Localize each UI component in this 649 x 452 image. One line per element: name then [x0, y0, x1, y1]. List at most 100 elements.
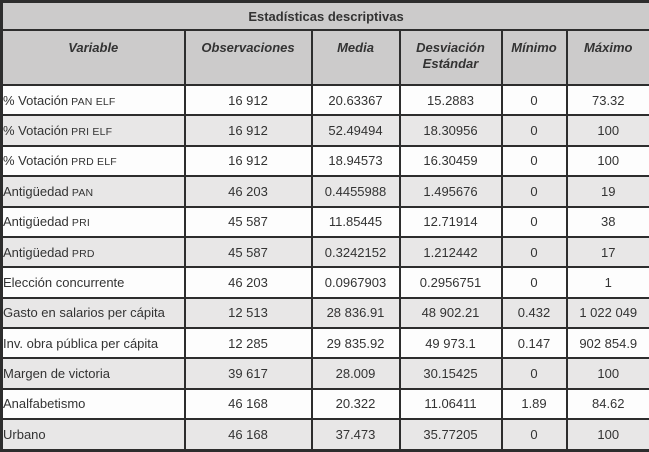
table-row: Gasto en salarios per cápita 12 513 28 8… [0, 296, 649, 330]
observaciones-cell: 46 203 [183, 175, 313, 208]
media-cell: 0.3242152 [310, 235, 401, 269]
table-row: Urbano 46 168 37.473 35.77205 0 100 [0, 418, 649, 452]
variable-label: Inv. obra pública per cápita [3, 335, 159, 351]
table-row: % Votación PRI ELF 16 912 52.49494 18.30… [0, 114, 649, 147]
variable-cell: % Votación PRI ELF [0, 114, 186, 147]
desviacion-cell: 15.2883 [398, 83, 503, 117]
variable-cell: Antigüedad PRD [0, 235, 186, 269]
observaciones-cell: 16 912 [183, 114, 313, 147]
minimo-cell: 0.432 [500, 296, 568, 330]
variable-cell: % Votación PAN ELF [0, 83, 186, 117]
variable-label: Margen de victoria [3, 366, 110, 382]
maximo-cell: 100 [565, 144, 649, 178]
observaciones-cell: 16 912 [183, 144, 313, 178]
table-row: Analfabetismo 46 168 20.322 11.06411 1.8… [0, 387, 649, 421]
variable-cell: Urbano [0, 418, 186, 452]
variable-abbrev-label: PRI ELF [68, 126, 113, 139]
minimo-cell: 0 [500, 205, 568, 238]
variable-label: Gasto en salarios per cápita [3, 305, 165, 321]
media-cell: 37.473 [310, 418, 401, 452]
column-header-minimo: Mínimo [500, 29, 568, 86]
observaciones-cell: 12 513 [183, 296, 313, 330]
column-header-observaciones: Observaciones [183, 29, 313, 86]
column-header-variable: Variable [0, 29, 186, 86]
minimo-cell: 0 [500, 357, 568, 390]
column-header-maximo: Máximo [565, 29, 649, 86]
column-header-media: Media [310, 29, 401, 86]
desviacion-cell: 49 973.1 [398, 326, 503, 360]
media-cell: 52.49494 [310, 114, 401, 147]
variable-cell: Antigüedad PRI [0, 205, 186, 238]
table-title: Estadísticas descriptivas [0, 0, 649, 31]
minimo-cell: 0 [500, 235, 568, 269]
column-header-desviacion: Desviación Estándar [398, 29, 503, 86]
variable-abbrev-label: PAN ELF [68, 95, 116, 108]
variable-abbrev-label: PRD ELF [68, 156, 117, 169]
media-cell: 18.94573 [310, 144, 401, 178]
desviacion-cell: 18.30956 [398, 114, 503, 147]
table-row: % Votación PAN ELF 16 912 20.63367 15.28… [0, 83, 649, 117]
variable-abbrev-label: PAN [68, 186, 94, 199]
desviacion-cell: 35.77205 [398, 418, 503, 452]
maximo-cell: 100 [565, 114, 649, 147]
variable-cell: Analfabetismo [0, 387, 186, 421]
media-cell: 0.0967903 [310, 266, 401, 299]
desviacion-cell: 1.495676 [398, 175, 503, 208]
desviacion-cell: 1.212442 [398, 235, 503, 269]
table-row: % Votación PRD ELF 16 912 18.94573 16.30… [0, 144, 649, 178]
minimo-cell: 0.147 [500, 326, 568, 360]
minimo-cell: 1.89 [500, 387, 568, 421]
observaciones-cell: 46 168 [183, 418, 313, 452]
minimo-cell: 0 [500, 83, 568, 117]
observaciones-cell: 39 617 [183, 357, 313, 390]
maximo-cell: 1 [565, 266, 649, 299]
observaciones-cell: 46 203 [183, 266, 313, 299]
table-row: Antigüedad PRD 45 587 0.3242152 1.212442… [0, 235, 649, 269]
media-cell: 20.63367 [310, 83, 401, 117]
desviacion-cell: 12.71914 [398, 205, 503, 238]
media-cell: 29 835.92 [310, 326, 401, 360]
variable-label: % Votación [3, 153, 69, 169]
maximo-cell: 100 [565, 357, 649, 390]
maximo-cell: 17 [565, 235, 649, 269]
table-title-row: Estadísticas descriptivas [0, 0, 649, 31]
variable-cell: % Votación PRD ELF [0, 144, 186, 178]
variable-label: % Votación [3, 123, 69, 139]
maximo-cell: 902 854.9 [565, 326, 649, 360]
variable-label: Antigüedad [3, 244, 69, 260]
observaciones-cell: 45 587 [183, 205, 313, 238]
variable-label: Elección concurrente [3, 274, 125, 290]
variable-label: Urbano [3, 427, 46, 443]
minimo-cell: 0 [500, 114, 568, 147]
variable-cell: Margen de victoria [0, 357, 186, 390]
variable-label: Analfabetismo [3, 396, 86, 412]
variable-cell: Gasto en salarios per cápita [0, 296, 186, 330]
variable-label: Antigüedad [3, 183, 69, 199]
desviacion-cell: 48 902.21 [398, 296, 503, 330]
table-row: Antigüedad PAN 46 203 0.4455988 1.495676… [0, 175, 649, 208]
minimo-cell: 0 [500, 175, 568, 208]
table-row: Inv. obra pública per cápita 12 285 29 8… [0, 326, 649, 360]
maximo-cell: 73.32 [565, 83, 649, 117]
table-row: Antigüedad PRI 45 587 11.85445 12.71914 … [0, 205, 649, 238]
observaciones-cell: 16 912 [183, 83, 313, 117]
variable-cell: Elección concurrente [0, 266, 186, 299]
minimo-cell: 0 [500, 144, 568, 178]
table-header-row: Variable Observaciones Media Desviación … [0, 29, 649, 86]
variable-cell: Antigüedad PAN [0, 175, 186, 208]
variable-cell: Inv. obra pública per cápita [0, 326, 186, 360]
table-row: Margen de victoria 39 617 28.009 30.1542… [0, 357, 649, 390]
desviacion-cell: 0.2956751 [398, 266, 503, 299]
desviacion-cell: 16.30459 [398, 144, 503, 178]
variable-abbrev-label: PRI [68, 217, 91, 230]
media-cell: 20.322 [310, 387, 401, 421]
minimo-cell: 0 [500, 266, 568, 299]
maximo-cell: 84.62 [565, 387, 649, 421]
observaciones-cell: 46 168 [183, 387, 313, 421]
desviacion-cell: 30.15425 [398, 357, 503, 390]
maximo-cell: 100 [565, 418, 649, 452]
variable-label: Antigüedad [3, 214, 69, 230]
minimo-cell: 0 [500, 418, 568, 452]
maximo-cell: 38 [565, 205, 649, 238]
